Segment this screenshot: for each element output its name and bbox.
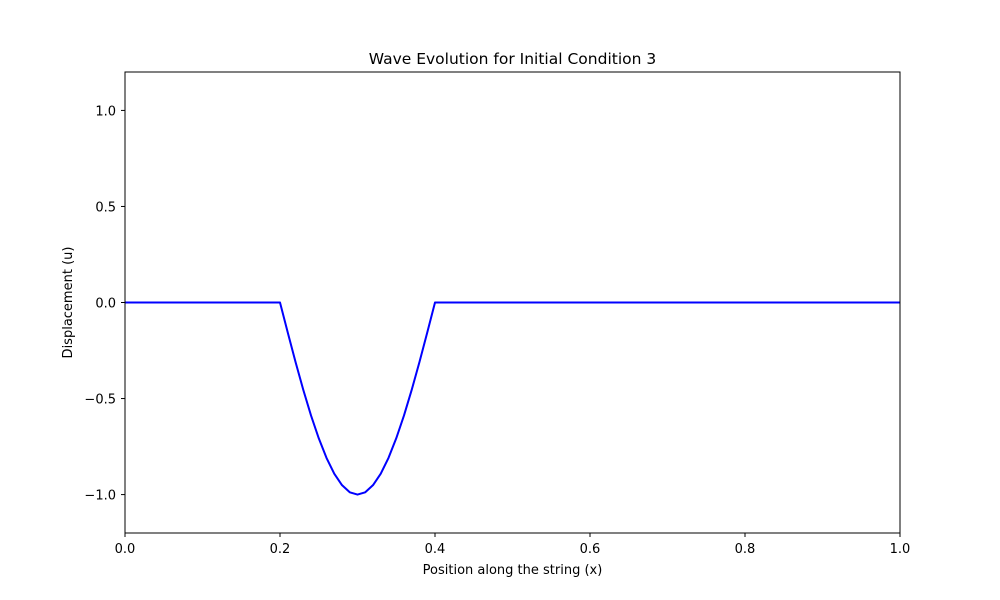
y-axis: −1.0 −0.5 0.0 0.5 1.0: [84, 104, 125, 504]
y-tick-label: 0.0: [95, 297, 116, 312]
y-axis-label: Displacement (u): [61, 247, 76, 359]
y-tick-label: −1.0: [84, 489, 116, 504]
x-axis-label: Position along the string (x): [423, 563, 603, 578]
x-tick-label: 0.8: [735, 542, 756, 557]
x-tick-label: 0.6: [580, 542, 601, 557]
x-axis: 0.0 0.2 0.4 0.6 0.8 1.0: [115, 533, 911, 557]
x-tick-label: 0.4: [425, 542, 446, 557]
chart-title: Wave Evolution for Initial Condition 3: [369, 50, 656, 68]
y-tick-label: 1.0: [95, 104, 116, 119]
x-tick-label: 0.0: [115, 542, 136, 557]
series-line-0: [125, 301, 900, 496]
x-tick-label: 1.0: [890, 542, 911, 557]
y-tick-label: 0.5: [95, 200, 116, 215]
y-tick-label: −0.5: [84, 393, 116, 408]
x-tick-label: 0.2: [270, 542, 291, 557]
series-layer: [125, 301, 900, 496]
